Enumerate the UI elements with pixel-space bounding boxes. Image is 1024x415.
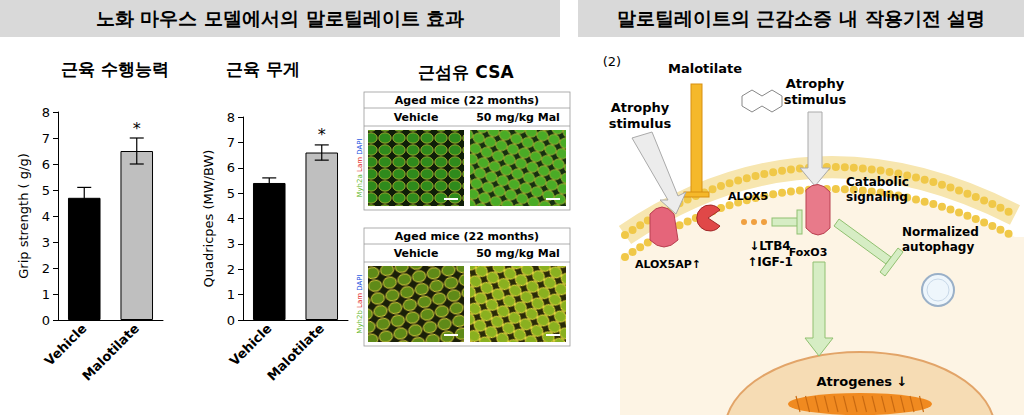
svg-text:↓LTB4: ↓LTB4: [749, 239, 790, 253]
svg-text:signaling: signaling: [846, 190, 908, 204]
svg-text:1: 1: [227, 287, 235, 302]
svg-text:Malotilate: Malotilate: [79, 321, 142, 384]
svg-text:Quadricpes (MW/BW): Quadricpes (MW/BW): [201, 150, 216, 288]
svg-text:2: 2: [227, 262, 235, 277]
svg-text:Aged mice (22 months): Aged mice (22 months): [395, 94, 539, 107]
svg-text:Atrophy: Atrophy: [786, 76, 845, 91]
svg-text:근육 수행능력: 근육 수행능력: [61, 59, 169, 79]
svg-text:Myh2a Lam DAPI: Myh2a Lam DAPI: [356, 138, 364, 197]
svg-text:6: 6: [227, 160, 235, 175]
svg-text:Atrogenes ↓: Atrogenes ↓: [817, 374, 908, 389]
svg-text:3: 3: [42, 235, 50, 250]
svg-text:1: 1: [42, 287, 50, 302]
svg-text:Myh2b Lam DAPI: Myh2b Lam DAPI: [356, 274, 364, 333]
svg-text:(2): (2): [603, 54, 621, 69]
html-text:노화 마우스 모델에서의 말로틸레이트 효과: 노화 마우스 모델에서의 말로틸레이트 효과: [95, 7, 465, 29]
svg-text:Atrophy: Atrophy: [611, 100, 670, 115]
svg-text:FoxO3: FoxO3: [789, 246, 828, 259]
svg-text:4: 4: [227, 211, 235, 226]
svg-text:50 mg/kg Mal: 50 mg/kg Mal: [476, 111, 560, 124]
svg-text:Grip strength ( g/g): Grip strength ( g/g): [16, 153, 31, 278]
html-text:말로틸레이트의 근감소증 내 작용기전 설명: 말로틸레이트의 근감소증 내 작용기전 설명: [616, 7, 986, 29]
svg-text:ALOX5AP↑: ALOX5AP↑: [635, 258, 701, 271]
svg-text:*: *: [318, 125, 326, 144]
svg-text:Aged mice (22 months): Aged mice (22 months): [395, 230, 539, 243]
svg-text:stimulus: stimulus: [609, 116, 672, 131]
svg-text:4: 4: [42, 209, 50, 224]
svg-text:8: 8: [227, 110, 235, 125]
svg-text:autophagy: autophagy: [902, 240, 974, 254]
svg-text:2: 2: [42, 261, 50, 276]
svg-text:Catabolic: Catabolic: [846, 175, 909, 189]
svg-text:5: 5: [227, 186, 235, 201]
svg-text:ALOX5: ALOX5: [728, 190, 768, 203]
svg-text:3: 3: [227, 236, 235, 251]
svg-text:7: 7: [42, 131, 50, 146]
svg-text:↑IGF-1: ↑IGF-1: [747, 255, 793, 269]
svg-text:근육 무게: 근육 무게: [226, 59, 300, 79]
svg-text:stimulus: stimulus: [784, 92, 847, 107]
svg-text:7: 7: [227, 135, 235, 150]
svg-text:*: *: [133, 119, 141, 138]
svg-text:Vehicle: Vehicle: [394, 247, 439, 260]
svg-text:50 mg/kg Mal: 50 mg/kg Mal: [476, 247, 560, 260]
svg-text:8: 8: [42, 105, 50, 120]
svg-text:Malotilate: Malotilate: [264, 321, 327, 384]
svg-text:Vehicle: Vehicle: [394, 111, 439, 124]
svg-text:0: 0: [227, 313, 235, 328]
svg-text:6: 6: [42, 157, 50, 172]
svg-text:Malotilate: Malotilate: [668, 61, 742, 76]
svg-text:근섬유 CSA: 근섬유 CSA: [418, 62, 514, 82]
svg-text:0: 0: [42, 313, 50, 328]
svg-text:Vehicle: Vehicle: [227, 321, 275, 369]
svg-text:5: 5: [42, 183, 50, 198]
svg-text:Normalized: Normalized: [902, 225, 979, 239]
svg-text:Vehicle: Vehicle: [42, 321, 90, 369]
